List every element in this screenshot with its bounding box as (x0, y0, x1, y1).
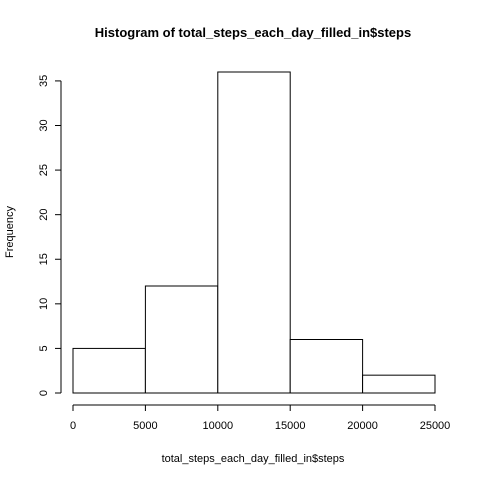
y-tick-label: 5 (38, 345, 50, 351)
x-tick-label: 5000 (133, 420, 157, 432)
y-axis: 0 5 10 15 20 25 30 35 (38, 75, 62, 396)
histogram-bar-4 (362, 374, 436, 394)
x-tick-label: 15000 (275, 420, 306, 432)
x-tick-label: 25000 (420, 420, 451, 432)
histogram-bar-3 (289, 339, 364, 394)
histogram-bar-1 (144, 285, 219, 394)
x-tick-label: 20000 (347, 420, 378, 432)
y-axis-label: Frequency (4, 206, 16, 258)
x-axis: 0 5000 10000 15000 20000 25000 (70, 404, 451, 432)
histogram-bars (72, 71, 436, 394)
y-tick-label: 0 (38, 390, 50, 396)
y-tick-label: 25 (38, 164, 50, 176)
histogram-bar-2 (217, 71, 291, 394)
y-tick-label: 35 (38, 75, 50, 87)
y-tick-label: 20 (38, 209, 50, 221)
y-tick-label: 15 (38, 253, 50, 265)
chart-title: Histogram of total_steps_each_day_filled… (95, 25, 411, 40)
x-axis-label: total_steps_each_day_filled_in$steps (162, 453, 345, 465)
x-tick-label: 0 (70, 420, 76, 432)
y-tick-label: 10 (38, 298, 50, 310)
histogram-bar-0 (72, 347, 146, 394)
x-tick-label: 10000 (203, 420, 234, 432)
y-tick-label: 30 (38, 119, 50, 131)
